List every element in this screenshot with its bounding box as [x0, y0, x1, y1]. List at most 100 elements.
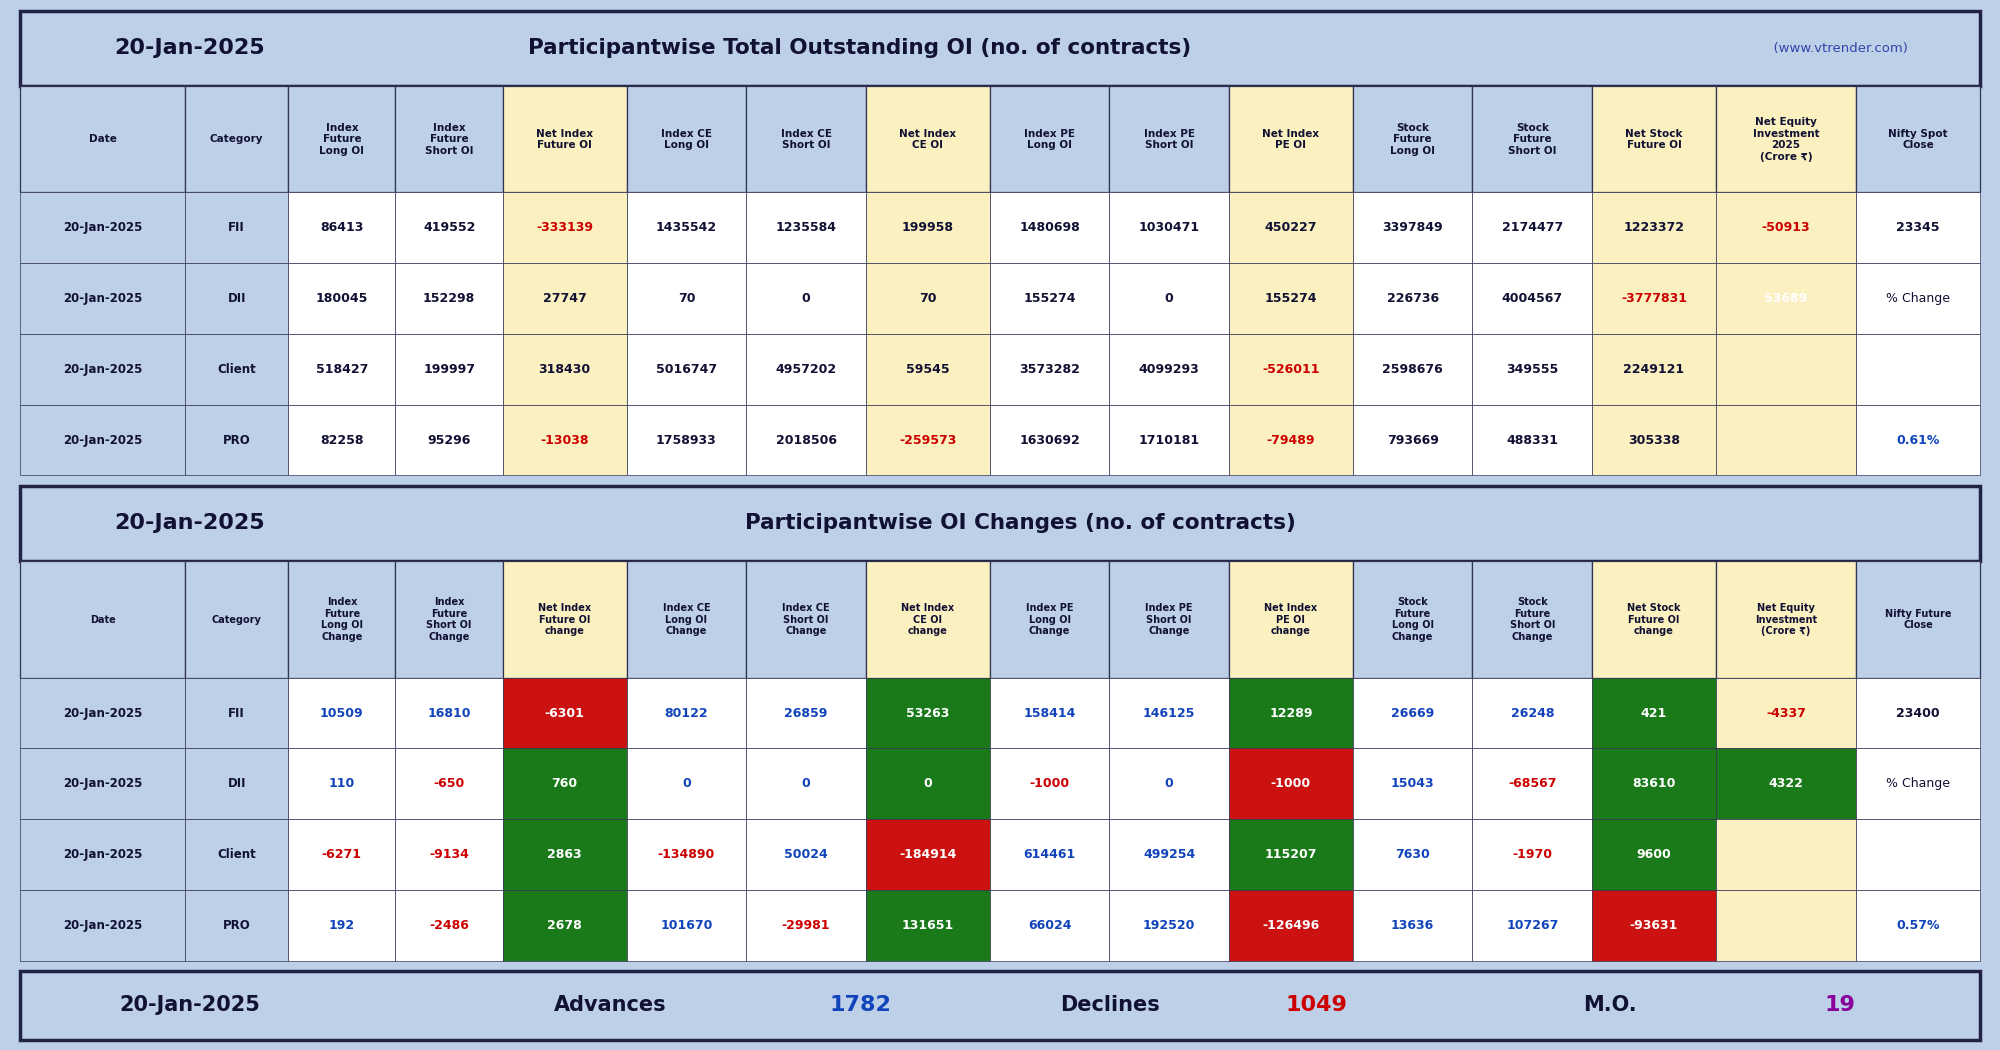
- Text: 7630: 7630: [1396, 848, 1430, 861]
- Bar: [990, 890, 1110, 961]
- Text: 146125: 146125: [1142, 707, 1196, 719]
- Text: -79489: -79489: [1266, 434, 1316, 446]
- Text: 26248: 26248: [1510, 707, 1554, 719]
- Text: Net Index
CE OI
change: Net Index CE OI change: [902, 603, 954, 636]
- Bar: [990, 192, 1110, 264]
- Text: 155274: 155274: [1024, 292, 1076, 306]
- Text: Date: Date: [88, 134, 116, 145]
- Text: Net Index
PE OI: Net Index PE OI: [1262, 128, 1320, 150]
- Text: -134890: -134890: [658, 848, 716, 861]
- Text: Index
Future
Long OI: Index Future Long OI: [320, 123, 364, 156]
- Bar: [990, 86, 1110, 192]
- Bar: [288, 890, 396, 961]
- Text: 4957202: 4957202: [776, 363, 836, 376]
- Bar: [502, 334, 626, 404]
- Bar: [990, 562, 1110, 677]
- Text: Client: Client: [218, 363, 256, 376]
- Bar: [396, 562, 502, 677]
- Bar: [1472, 819, 1592, 890]
- Bar: [1472, 404, 1592, 476]
- Text: Participantwise Total Outstanding OI (no. of contracts): Participantwise Total Outstanding OI (no…: [528, 39, 1192, 59]
- Text: 95296: 95296: [428, 434, 470, 446]
- Text: 2174477: 2174477: [1502, 222, 1562, 234]
- Text: Index CE
Short OI: Index CE Short OI: [780, 128, 832, 150]
- Bar: [1352, 264, 1472, 334]
- Bar: [1472, 749, 1592, 819]
- Text: 155274: 155274: [1264, 292, 1318, 306]
- Text: 518427: 518427: [316, 363, 368, 376]
- Bar: [990, 404, 1110, 476]
- Text: 26859: 26859: [784, 707, 828, 719]
- Text: (www.vtrender.com): (www.vtrender.com): [1764, 42, 1908, 55]
- Bar: [746, 264, 866, 334]
- Bar: [746, 890, 866, 961]
- Bar: [1716, 334, 1856, 404]
- Bar: [396, 264, 502, 334]
- Bar: [626, 890, 746, 961]
- Text: 1480698: 1480698: [1020, 222, 1080, 234]
- Bar: [288, 819, 396, 890]
- Text: 199997: 199997: [424, 363, 476, 376]
- Text: 0.61%: 0.61%: [1896, 434, 1940, 446]
- Bar: [288, 562, 396, 677]
- Text: Declines: Declines: [1060, 995, 1160, 1015]
- Bar: [746, 404, 866, 476]
- Text: 27747: 27747: [542, 292, 586, 306]
- Bar: [1352, 819, 1472, 890]
- Bar: [288, 334, 396, 404]
- Bar: [1716, 404, 1856, 476]
- Text: 488331: 488331: [1506, 434, 1558, 446]
- Text: 9600: 9600: [1636, 848, 1672, 861]
- Text: 59545: 59545: [906, 363, 950, 376]
- Bar: [1856, 749, 1980, 819]
- Text: PRO: PRO: [222, 434, 250, 446]
- Text: 1710181: 1710181: [1138, 434, 1200, 446]
- Bar: [1472, 890, 1592, 961]
- Text: M.O.: M.O.: [1584, 995, 1636, 1015]
- Text: 86413: 86413: [320, 222, 364, 234]
- Text: Client: Client: [218, 848, 256, 861]
- Text: DII: DII: [228, 292, 246, 306]
- Text: 1049: 1049: [1286, 995, 1346, 1015]
- Bar: [396, 192, 502, 264]
- Bar: [1110, 677, 1230, 749]
- Bar: [746, 749, 866, 819]
- Bar: [1716, 264, 1856, 334]
- Text: 349555: 349555: [1506, 363, 1558, 376]
- Bar: [1592, 192, 1716, 264]
- Bar: [1352, 404, 1472, 476]
- Text: 20-Jan-2025: 20-Jan-2025: [114, 39, 266, 59]
- Text: Net Stock
Future OI
change: Net Stock Future OI change: [1628, 603, 1680, 636]
- Bar: [1230, 404, 1352, 476]
- Bar: [1716, 819, 1856, 890]
- Bar: [1230, 86, 1352, 192]
- Bar: [186, 86, 288, 192]
- Bar: [502, 86, 626, 192]
- Text: Stock
Future
Short OI
Change: Stock Future Short OI Change: [1510, 597, 1554, 642]
- Bar: [746, 562, 866, 677]
- Text: -93631: -93631: [1630, 919, 1678, 931]
- Bar: [1230, 264, 1352, 334]
- Text: Index PE
Long OI
Change: Index PE Long OI Change: [1026, 603, 1074, 636]
- Text: 2249121: 2249121: [1624, 363, 1684, 376]
- Bar: [866, 562, 990, 677]
- Bar: [1230, 819, 1352, 890]
- Bar: [20, 264, 186, 334]
- Bar: [1352, 334, 1472, 404]
- Bar: [20, 334, 186, 404]
- Bar: [1716, 677, 1856, 749]
- Bar: [1352, 192, 1472, 264]
- Text: 101670: 101670: [660, 919, 712, 931]
- Text: Net Index
PE OI
change: Net Index PE OI change: [1264, 603, 1318, 636]
- Bar: [866, 86, 990, 192]
- Bar: [1592, 86, 1716, 192]
- Text: Net Equity
Investment
2025
(Crore ₹): Net Equity Investment 2025 (Crore ₹): [1752, 117, 1820, 162]
- Text: Stock
Future
Long OI: Stock Future Long OI: [1390, 123, 1436, 156]
- Bar: [1110, 890, 1230, 961]
- Bar: [1352, 677, 1472, 749]
- Bar: [990, 264, 1110, 334]
- Bar: [1352, 86, 1472, 192]
- Text: Stock
Future
Short OI: Stock Future Short OI: [1508, 123, 1556, 156]
- Bar: [1472, 562, 1592, 677]
- Text: -68567: -68567: [1508, 777, 1556, 791]
